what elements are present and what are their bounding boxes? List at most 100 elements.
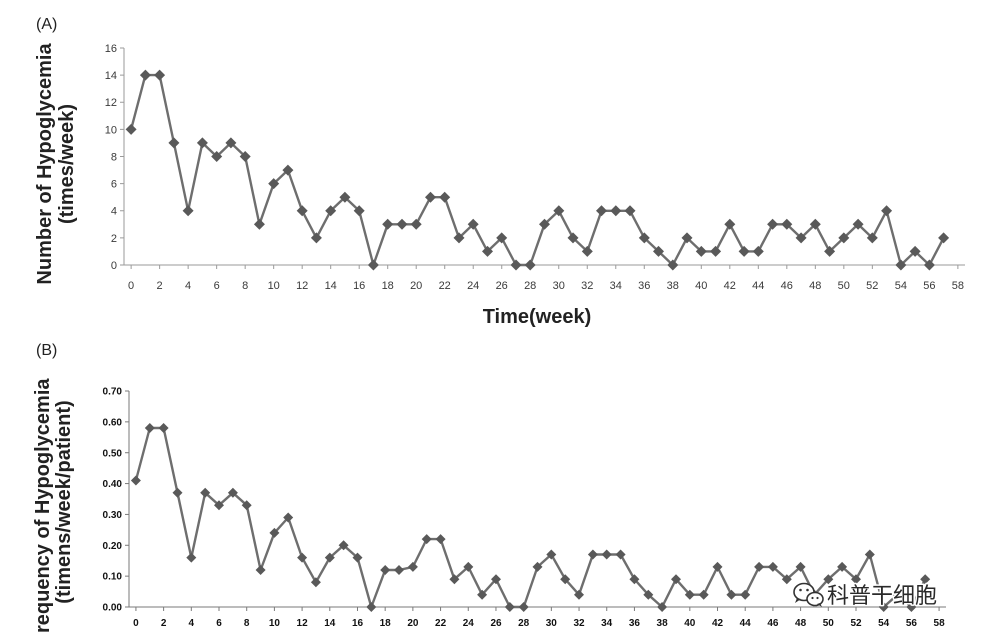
chart-b-y-tick-label: 0.40: [103, 479, 123, 490]
chart-a-y-tick-label: 12: [105, 97, 117, 109]
chart-b-data-point: [352, 552, 363, 563]
chart-b-series-line: [134, 426, 927, 609]
chart-a-data-point: [667, 259, 679, 271]
chart-a-data-point: [225, 137, 237, 149]
chart-b-data-point: [671, 574, 681, 585]
chart-a-y-tick-label: 8: [111, 152, 117, 164]
chart-a-data-point: [752, 245, 764, 257]
chart-b-data-point: [546, 549, 557, 560]
chart-a-data-point: [296, 205, 308, 217]
chart-a-data-point: [695, 245, 707, 257]
chart-b-x-tick-label: 56: [906, 618, 918, 629]
chart-a-data-point: [410, 218, 422, 230]
chart-a-y-tick-label: 14: [105, 70, 117, 82]
chart-b-data-point: [324, 552, 335, 563]
chart-a-data-point: [852, 218, 864, 230]
chart-a-data-point: [168, 137, 180, 149]
chart-a-x-tick-label: 50: [838, 280, 850, 292]
chart-b-data-point: [823, 574, 834, 585]
chart-a-data-point: [923, 259, 935, 271]
chart-b-data-point: [186, 552, 197, 563]
chart-a-data-point: [638, 232, 650, 244]
chart-b-data-point: [407, 561, 418, 572]
chart-a-data-point: [524, 259, 536, 271]
chart-b-data-point: [421, 534, 432, 545]
chart-b-data-point: [574, 589, 584, 600]
chart-b-data-point: [463, 561, 474, 572]
chart-a-x-tick-label: 2: [157, 280, 163, 292]
chart-a-data-point: [881, 205, 893, 217]
chart-b-data-point: [297, 552, 308, 563]
chart-b-x-tick-label: 0: [133, 618, 139, 629]
chart-b-data-point: [338, 540, 349, 551]
chart-a-data-point: [382, 218, 394, 230]
chart-a-data-point: [909, 245, 921, 257]
chart-a-x-tick-label: 42: [724, 280, 736, 292]
chart-a-data-point: [439, 191, 451, 203]
chart-a-x-tick-label: 56: [923, 280, 935, 292]
chart-b-x-tick-label: 42: [712, 618, 724, 629]
chart-b-data-point: [518, 602, 529, 612]
chart-b-data-point: [144, 423, 155, 433]
chart-b-y-axis-title-line-2: (timens/week/patient): [53, 400, 75, 603]
chart-b-x-tick-label: 50: [823, 618, 835, 629]
chart-a-data-point: [125, 123, 137, 135]
chart-a-data-point: [282, 164, 294, 176]
chart-a-data-point: [467, 218, 479, 230]
chart-a-data-point: [353, 205, 365, 217]
chart-b-y-tick-label: 0.70: [103, 387, 123, 398]
chart-a-x-tick-label: 8: [242, 280, 248, 292]
chart-a-x-tick-label: 34: [610, 280, 622, 292]
chart-b-x-tick-label: 58: [934, 618, 946, 629]
chart-a-data-point: [710, 245, 722, 257]
chart-b-data-point: [601, 549, 612, 560]
chart-b-data-point: [712, 561, 723, 572]
chart-a-data-point: [624, 205, 636, 217]
chart-b-x-tick-label: 34: [601, 618, 613, 629]
chart-b-data-point: [504, 602, 515, 612]
chart-b-x-tick-label: 30: [546, 618, 558, 629]
chart-a-data-point: [567, 232, 579, 244]
chart-b-x-tick-label: 46: [767, 618, 779, 629]
chart-b-data-point: [684, 589, 695, 600]
chart-b-x-tick-label: 28: [518, 618, 530, 629]
chart-b-y-tick-label: 0.00: [103, 603, 123, 614]
chart-a-x-tick-label: 54: [895, 280, 907, 292]
chart-b-data-point: [643, 589, 654, 600]
chart-b-data-point: [878, 602, 889, 612]
chart-a-data-point: [610, 205, 622, 217]
chart-a-x-tick-label: 18: [382, 280, 394, 292]
chart-b-data-point: [380, 565, 391, 575]
chart-a-data-point: [866, 232, 878, 244]
chart-a-data-point: [724, 218, 736, 230]
chart-b-data-point: [394, 565, 404, 575]
chart-a-y-tick-label: 4: [111, 206, 117, 218]
chart-a-data-point: [767, 218, 779, 230]
chart-b-data-point: [657, 602, 668, 612]
chart-b-x-tick-label: 6: [216, 618, 222, 629]
chart-b-data-point: [906, 602, 917, 612]
chart-b-data-point: [851, 574, 861, 585]
chart-a-data-point: [795, 232, 807, 244]
chart-a-data-point: [425, 191, 436, 203]
chart-a-data-point: [553, 205, 565, 217]
chart-a-data-point: [510, 259, 522, 271]
chart-b-data-point: [435, 534, 446, 545]
chart-a-x-tick-label: 24: [467, 280, 479, 292]
chart-a-y-tick-label: 2: [111, 233, 117, 245]
chart-b-y-tick-label: 0.30: [103, 510, 123, 521]
chart-a-x-axis-title: Time(week): [483, 306, 592, 328]
chart-a-x-tick-label: 4: [185, 280, 191, 292]
chart-a-data-point: [139, 69, 151, 81]
chart-b-data-point: [767, 561, 778, 572]
chart-a-y-tick-label: 10: [105, 124, 117, 136]
chart-b-data-point: [130, 475, 141, 486]
chart-b-data-point: [740, 589, 751, 600]
chart-b-x-tick-label: 20: [407, 618, 419, 629]
chart-b-x-tick-label: 2: [161, 618, 167, 629]
chart-b-data-point: [477, 589, 488, 600]
chart-b-data-point: [920, 574, 931, 585]
